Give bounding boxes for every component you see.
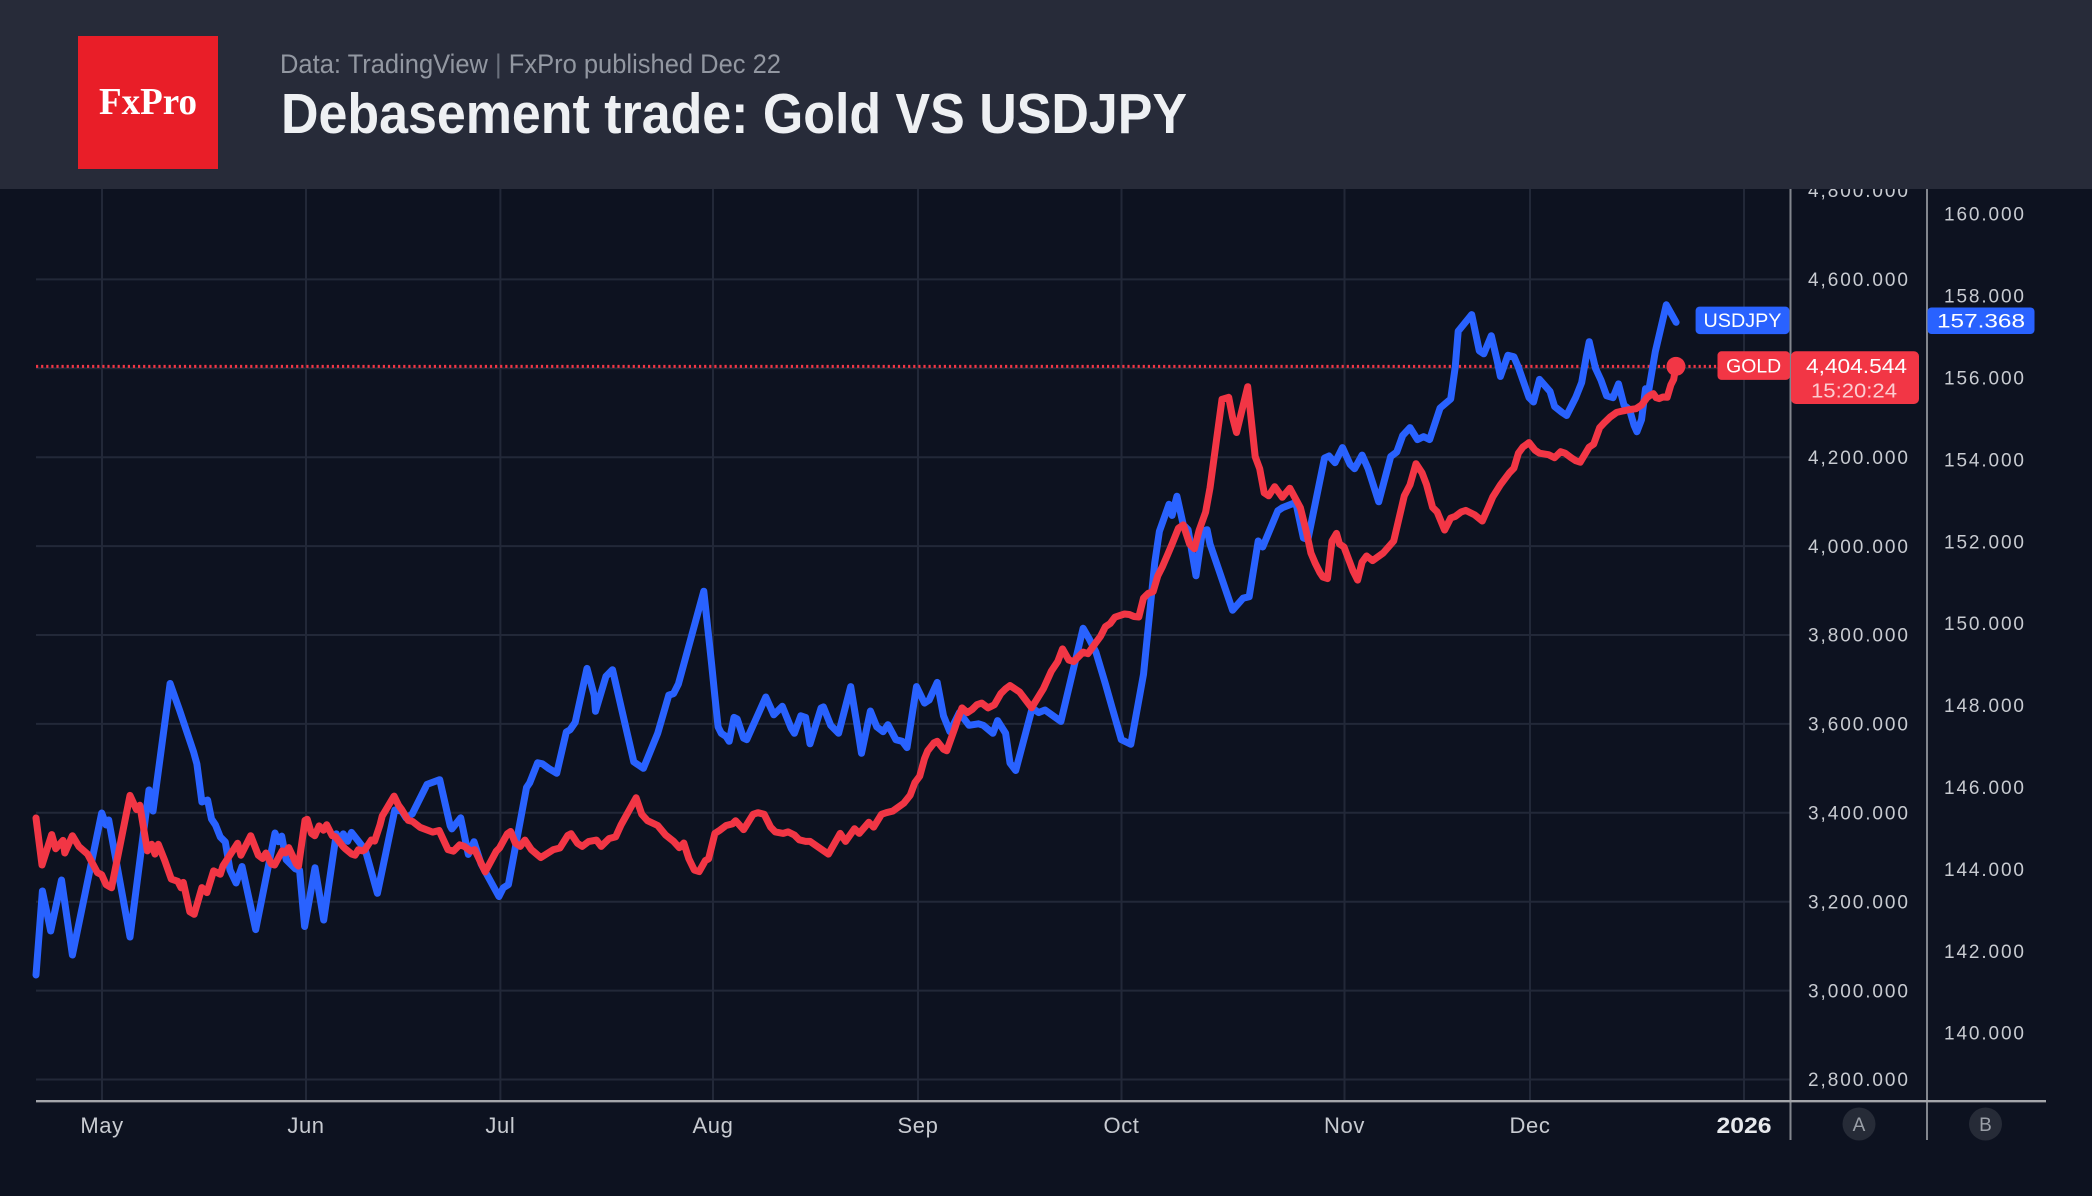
svg-text:142.000: 142.000 [1944, 942, 2024, 963]
svg-text:144.000: 144.000 [1944, 860, 2024, 881]
svg-text:May: May [80, 1113, 123, 1138]
svg-text:USDJPY: USDJPY [1704, 311, 1782, 332]
svg-text:3,400.000: 3,400.000 [1808, 804, 1908, 825]
svg-text:Aug: Aug [693, 1113, 734, 1138]
svg-text:3,000.000: 3,000.000 [1808, 981, 1908, 1002]
svg-text:157.368: 157.368 [1937, 312, 2025, 333]
svg-text:Jun: Jun [287, 1113, 324, 1138]
svg-text:3,600.000: 3,600.000 [1808, 715, 1908, 736]
svg-text:148.000: 148.000 [1944, 696, 2024, 717]
svg-text:FxPro: FxPro [99, 81, 197, 123]
svg-text:Debasement trade: Gold VS USDJ: Debasement trade: Gold VS USDJPY [281, 82, 1187, 146]
svg-text:140.000: 140.000 [1944, 1024, 2024, 1045]
svg-text:Data: TradingView | FxPro publ: Data: TradingView | FxPro published Dec … [280, 49, 781, 79]
svg-text:2026: 2026 [1717, 1113, 1772, 1138]
svg-text:152.000: 152.000 [1944, 532, 2024, 553]
svg-text:Sep: Sep [898, 1113, 939, 1138]
svg-text:3,200.000: 3,200.000 [1808, 892, 1908, 913]
svg-text:158.000: 158.000 [1944, 287, 2024, 308]
svg-text:A: A [1853, 1115, 1866, 1136]
svg-text:156.000: 156.000 [1944, 369, 2024, 390]
svg-text:154.000: 154.000 [1944, 450, 2024, 471]
svg-text:150.000: 150.000 [1944, 614, 2024, 635]
svg-text:4,404.544: 4,404.544 [1806, 356, 1907, 378]
svg-text:15:20:24: 15:20:24 [1811, 381, 1897, 403]
svg-text:Dec: Dec [1510, 1113, 1551, 1138]
svg-text:Jul: Jul [485, 1113, 515, 1138]
svg-text:4,000.000: 4,000.000 [1808, 537, 1908, 558]
svg-text:Nov: Nov [1324, 1113, 1365, 1138]
svg-text:160.000: 160.000 [1944, 205, 2024, 226]
svg-text:4,600.000: 4,600.000 [1808, 270, 1908, 291]
svg-text:Oct: Oct [1103, 1113, 1139, 1138]
svg-text:2,800.000: 2,800.000 [1808, 1070, 1908, 1091]
svg-text:4,200.000: 4,200.000 [1808, 448, 1908, 469]
svg-text:3,800.000: 3,800.000 [1808, 626, 1908, 647]
svg-text:B: B [1979, 1115, 1992, 1136]
svg-text:GOLD: GOLD [1726, 357, 1781, 378]
svg-text:146.000: 146.000 [1944, 778, 2024, 799]
